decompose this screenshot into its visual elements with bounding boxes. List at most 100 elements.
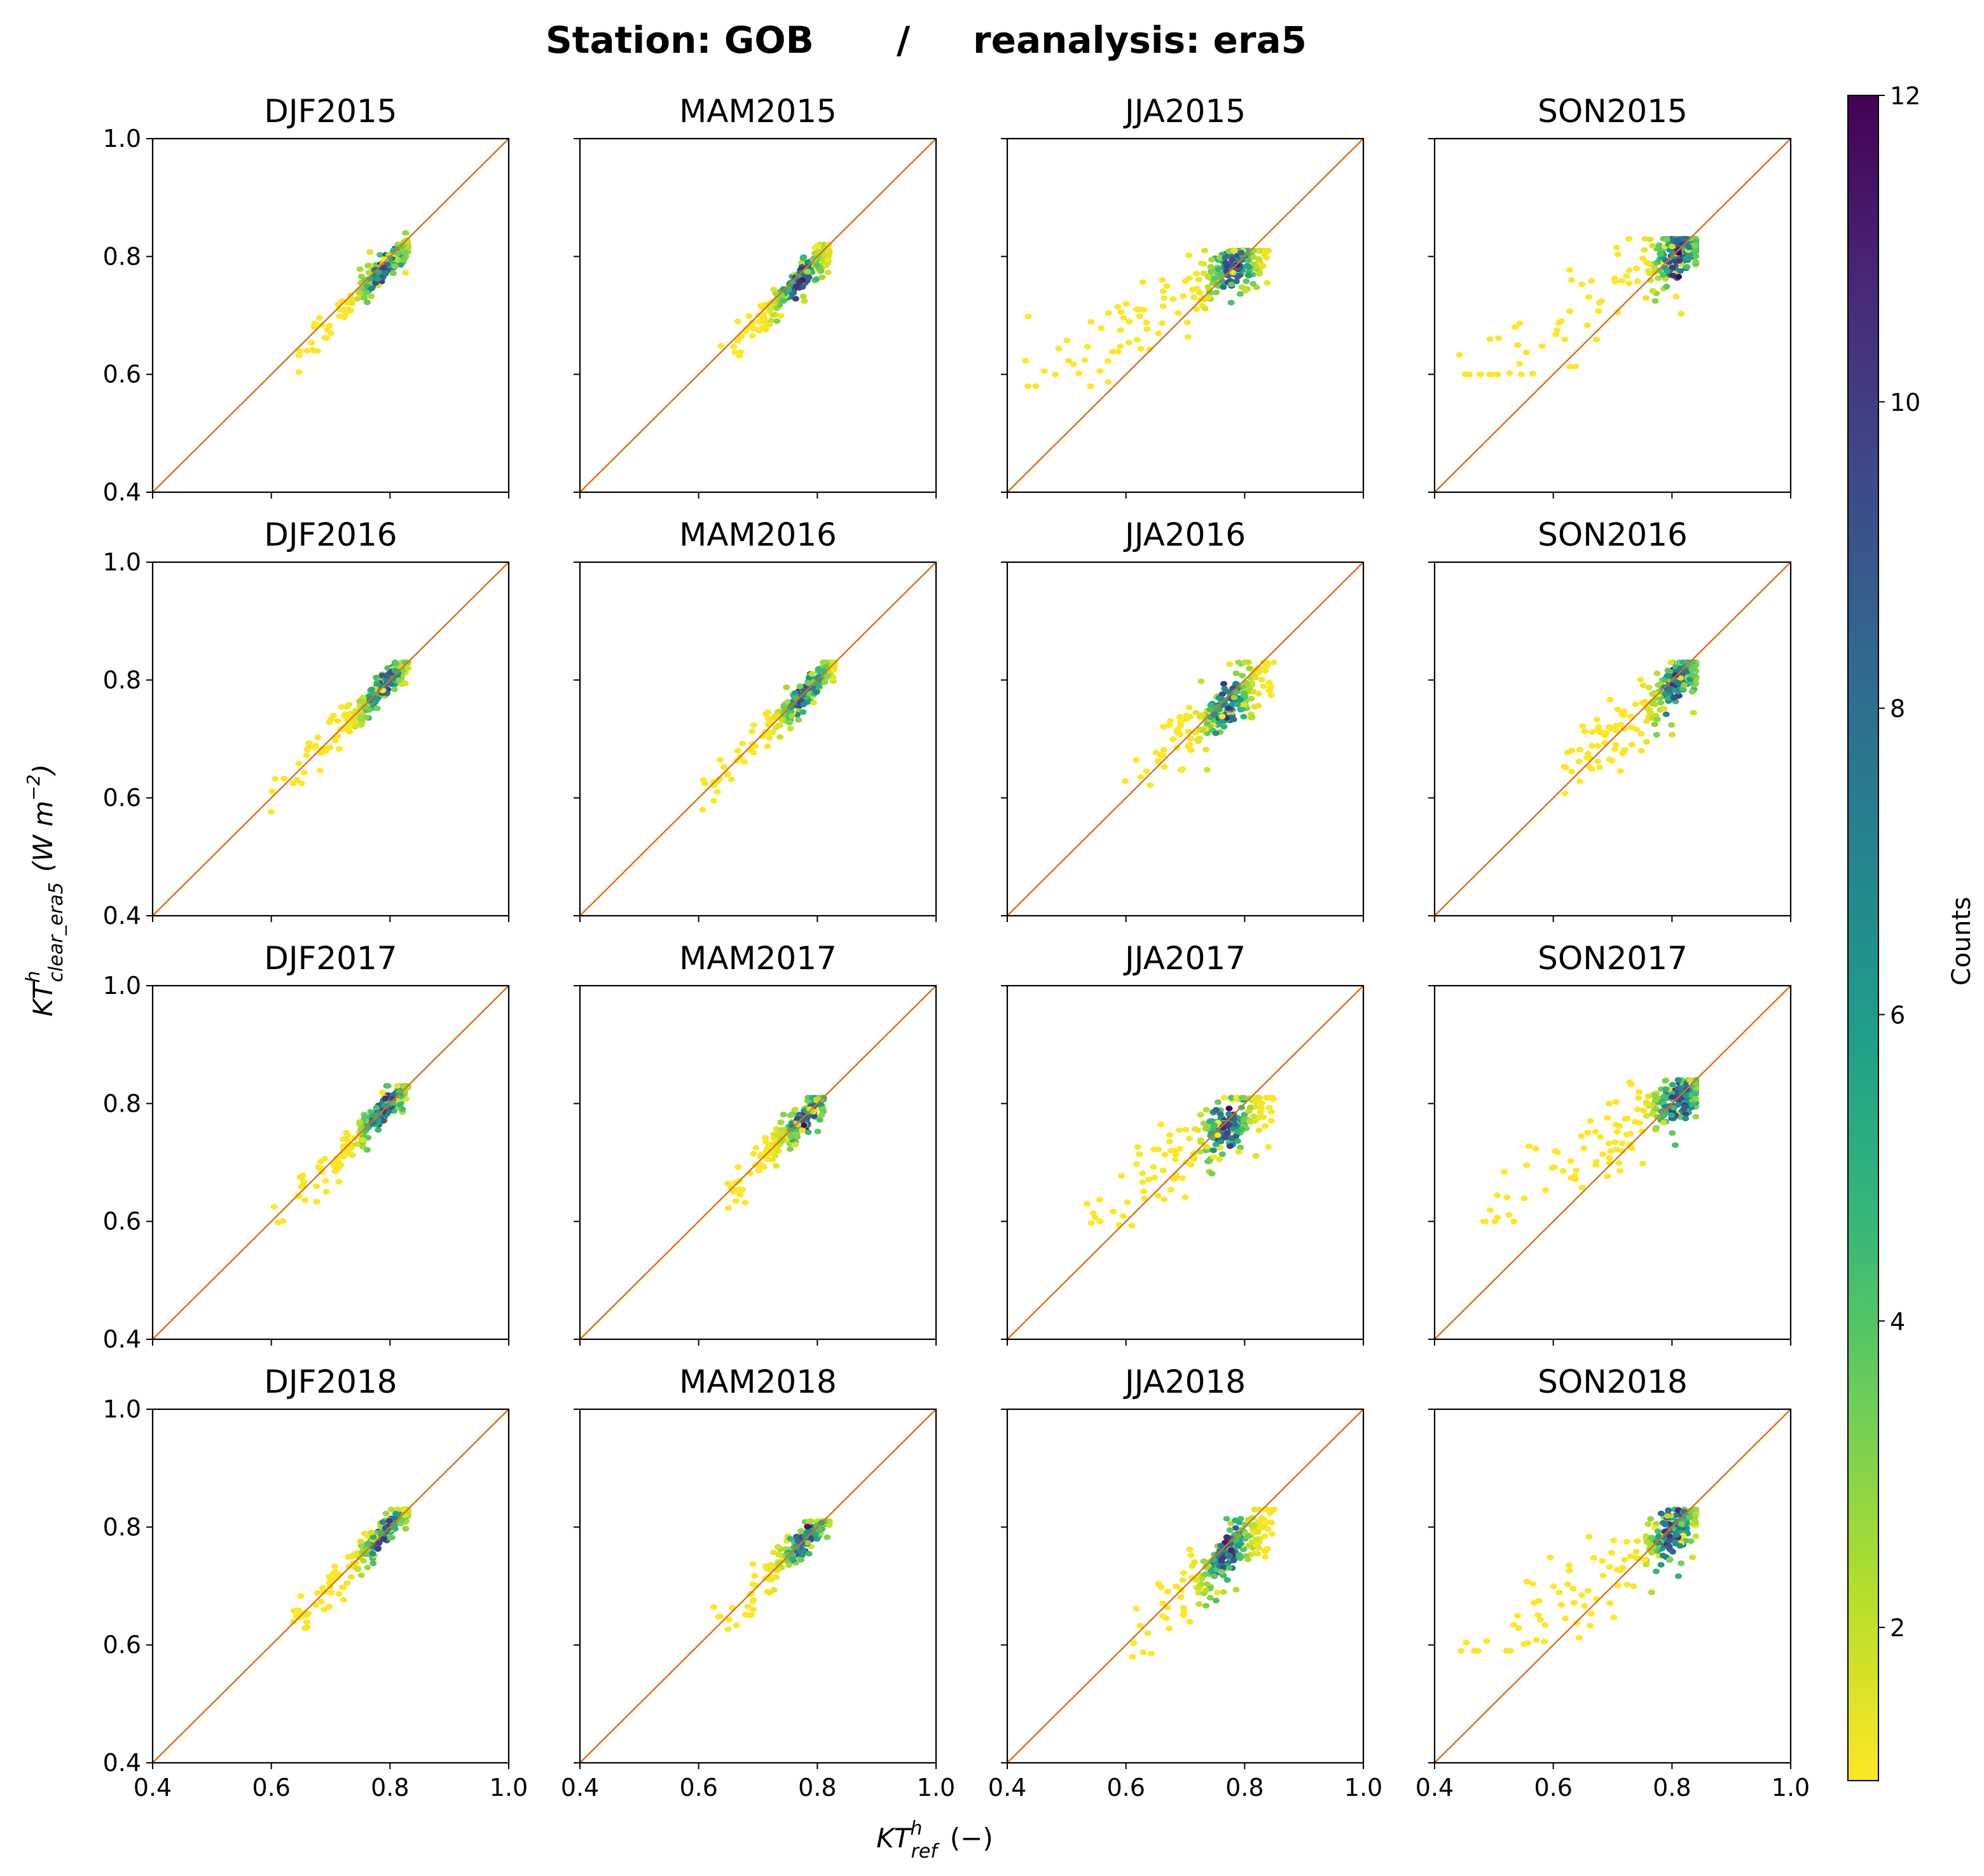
data-point — [1210, 275, 1217, 282]
data-point — [1692, 1091, 1700, 1097]
data-point — [1185, 1135, 1193, 1141]
data-point — [727, 776, 735, 782]
data-point — [1239, 672, 1246, 679]
data-point — [1185, 252, 1193, 258]
data-point — [730, 1189, 738, 1195]
panel-son2018: SON2018 0.4 0.6 0.8 1.0 — [1416, 1363, 1810, 1802]
data-point — [1238, 1094, 1246, 1101]
data-point — [1621, 1557, 1629, 1563]
data-point — [1255, 256, 1262, 262]
data-point — [735, 1186, 743, 1192]
data-point — [810, 700, 818, 706]
data-point — [1241, 701, 1248, 708]
data-point — [1522, 349, 1530, 355]
data-point — [1202, 1571, 1209, 1577]
data-point — [734, 748, 741, 754]
data-point — [1185, 275, 1193, 281]
data-point — [341, 314, 348, 321]
data-point — [1195, 277, 1202, 283]
data-point — [1627, 714, 1635, 719]
data-point — [1649, 242, 1657, 249]
y-tick-label: 0.4 — [103, 902, 141, 930]
data-point — [1456, 352, 1463, 358]
data-point — [1625, 280, 1633, 287]
data-point — [1178, 1175, 1186, 1181]
axes-frame — [151, 137, 510, 493]
data-point — [1220, 1564, 1227, 1571]
data-point — [375, 1127, 382, 1133]
data-point — [745, 313, 753, 319]
data-point — [812, 1531, 819, 1538]
data-point — [1463, 1639, 1470, 1646]
panel-title: SON2015 — [1538, 93, 1688, 130]
data-point — [1240, 714, 1248, 720]
data-point — [1052, 371, 1059, 378]
data-point — [1204, 284, 1212, 290]
data-point — [1261, 1533, 1269, 1540]
data-point — [1641, 698, 1648, 705]
data-point — [813, 1536, 821, 1542]
data-point — [403, 238, 411, 245]
data-point — [1674, 237, 1682, 244]
data-point — [1564, 1581, 1571, 1587]
data-point — [1223, 1515, 1230, 1522]
data-point — [305, 744, 313, 750]
data-point — [1641, 247, 1648, 253]
data-point — [313, 1590, 321, 1596]
data-point — [1216, 1111, 1224, 1117]
panel-title: MAM2016 — [679, 516, 837, 553]
data-point — [1152, 749, 1160, 755]
data-point — [1568, 747, 1576, 754]
y-tick-label: 0.4 — [103, 1749, 141, 1777]
data-point — [760, 1164, 768, 1170]
data-point — [1255, 691, 1262, 697]
data-point — [1534, 1612, 1542, 1618]
panel-title: DJF2016 — [264, 516, 397, 553]
data-point — [1588, 743, 1595, 749]
data-point — [1180, 293, 1187, 299]
data-point — [1193, 306, 1200, 312]
panel-djf2017: DJF2017 0.4 0.6 0.8 1.0 — [103, 940, 510, 1353]
data-point — [1595, 308, 1602, 314]
y-tick-label: 0.6 — [103, 1631, 141, 1659]
identity-line — [1007, 562, 1363, 916]
data-point — [742, 1611, 749, 1618]
data-point — [808, 671, 816, 677]
data-point — [737, 349, 745, 355]
axes-frame — [579, 561, 937, 917]
data-point — [1148, 1650, 1155, 1657]
data-point — [1644, 260, 1652, 266]
data-point — [1637, 677, 1644, 683]
data-point — [1560, 764, 1568, 769]
data-point — [1201, 247, 1208, 254]
y-tick-label: 1.0 — [103, 125, 141, 153]
axes-frame — [1006, 137, 1365, 493]
data-point — [1223, 1534, 1231, 1540]
data-point — [699, 806, 706, 813]
data-point — [322, 748, 329, 754]
data-point — [1228, 1094, 1235, 1101]
data-point — [1216, 1156, 1223, 1162]
data-point — [347, 1574, 355, 1580]
data-point — [1213, 1107, 1220, 1113]
data-point — [1248, 680, 1255, 686]
data-point — [804, 1540, 811, 1546]
data-point — [1642, 295, 1650, 301]
data-point — [799, 1127, 806, 1133]
data-point — [324, 327, 331, 333]
data-point — [1643, 1113, 1650, 1119]
data-point — [399, 1106, 406, 1112]
data-point — [327, 1590, 335, 1596]
data-point — [1536, 1617, 1544, 1623]
data-point — [1597, 1134, 1604, 1140]
data-point — [1566, 267, 1573, 273]
data-point — [1193, 1576, 1200, 1583]
data-point — [382, 1510, 390, 1517]
data-point — [1265, 1144, 1272, 1150]
data-point — [1252, 1153, 1260, 1159]
data-point — [1179, 1577, 1187, 1583]
data-point — [733, 1622, 740, 1629]
data-point — [1691, 249, 1698, 256]
data-point — [1139, 279, 1147, 286]
data-point — [1177, 722, 1184, 729]
